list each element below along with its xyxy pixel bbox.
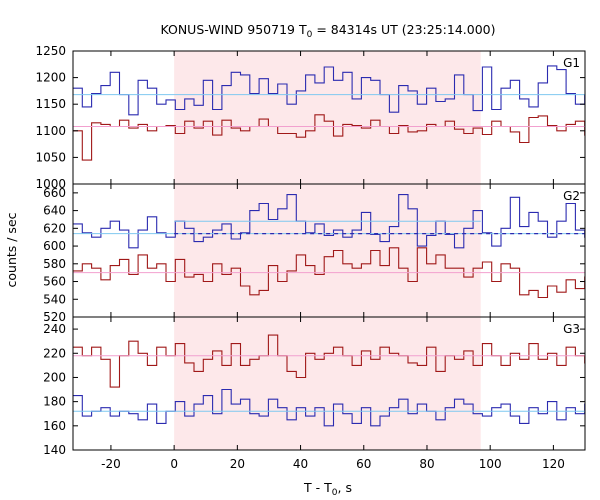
y-tick-label: 240 bbox=[43, 322, 66, 336]
series-high-band bbox=[73, 65, 586, 116]
x-tick-label: 60 bbox=[356, 457, 371, 471]
y-tick-label: 220 bbox=[43, 346, 66, 360]
y-tick-label: 600 bbox=[43, 239, 66, 253]
y-tick-label: 1100 bbox=[35, 124, 66, 138]
y-tick-label: 1050 bbox=[35, 150, 66, 164]
shaded-interval bbox=[174, 184, 481, 317]
shaded-interval bbox=[174, 317, 481, 450]
y-tick-label: 620 bbox=[43, 221, 66, 235]
x-tick-label: 120 bbox=[542, 457, 565, 471]
panel-g2: 520 540 560 580 600 620 640 660 G2 bbox=[43, 183, 586, 324]
y-tick-label: 1200 bbox=[35, 71, 66, 85]
x-axis-label: T - T0, s bbox=[303, 480, 352, 498]
y-tick-label: 200 bbox=[43, 370, 66, 384]
y-tick-label: 1000 bbox=[35, 177, 66, 191]
panel-label: G2 bbox=[563, 189, 580, 203]
chart-title: KONUS-WIND 950719 T0 = 84314s UT (23:25:… bbox=[160, 22, 495, 40]
y-tick-label: 1150 bbox=[35, 97, 66, 111]
series-low-band bbox=[73, 334, 586, 388]
x-tick-label: 80 bbox=[419, 457, 434, 471]
series-high-band bbox=[73, 194, 586, 249]
y-tick-label: 560 bbox=[43, 275, 66, 289]
panel-label: G1 bbox=[563, 56, 580, 70]
y-tick-label: 140 bbox=[43, 443, 66, 457]
x-tick-label: -20 bbox=[101, 457, 121, 471]
y-tick-label: 580 bbox=[43, 257, 66, 271]
panel-g1: 1000 1050 1100 1150 1200 1250 G1 bbox=[35, 44, 586, 191]
shaded-interval bbox=[174, 51, 481, 184]
x-tick-label: 100 bbox=[479, 457, 502, 471]
y-tick-label: 160 bbox=[43, 419, 66, 433]
y-tick-label: 640 bbox=[43, 204, 66, 218]
y-tick-label: 520 bbox=[43, 310, 66, 324]
y-tick-label: 660 bbox=[43, 186, 66, 200]
series-low-band bbox=[73, 247, 586, 299]
y-axis-label: counts / sec bbox=[4, 212, 19, 287]
y-tick-label: 180 bbox=[43, 395, 66, 409]
y-tick-label: 540 bbox=[43, 292, 66, 306]
panel-g3: 140 160 180 200 220 240 G3 bbox=[43, 316, 586, 457]
panel-label: G3 bbox=[563, 322, 580, 336]
series-high-band bbox=[73, 388, 586, 427]
x-tick-label: 0 bbox=[170, 457, 178, 471]
x-tick-label: 40 bbox=[293, 457, 308, 471]
x-tick-label: 20 bbox=[230, 457, 245, 471]
panel-frame bbox=[72, 316, 586, 451]
y-tick-label: 1250 bbox=[35, 44, 66, 58]
plot-area: 100010501100115012001250G152054056058060… bbox=[35, 44, 586, 471]
